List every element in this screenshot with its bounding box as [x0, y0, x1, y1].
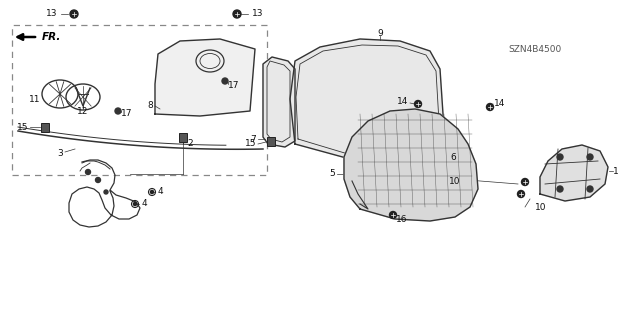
Text: 3: 3	[57, 150, 63, 159]
Circle shape	[522, 179, 529, 186]
Text: 6: 6	[450, 152, 456, 161]
Text: 10: 10	[535, 203, 547, 211]
Circle shape	[115, 108, 121, 114]
Bar	[267, 137, 275, 145]
Text: 5: 5	[329, 169, 335, 179]
Text: 15: 15	[244, 139, 256, 149]
Text: 15: 15	[17, 122, 28, 131]
Text: 17: 17	[228, 80, 239, 90]
Circle shape	[95, 177, 100, 182]
Circle shape	[133, 203, 136, 205]
Circle shape	[104, 190, 108, 194]
Text: 8: 8	[147, 101, 153, 110]
Circle shape	[390, 211, 397, 219]
Polygon shape	[540, 145, 608, 201]
Polygon shape	[155, 39, 255, 116]
Text: 7: 7	[250, 135, 256, 144]
Text: 4: 4	[158, 188, 164, 197]
Circle shape	[222, 78, 228, 84]
Text: 9: 9	[377, 29, 383, 39]
Text: 13: 13	[252, 10, 264, 19]
Bar	[12, 25, 267, 175]
Circle shape	[557, 154, 563, 160]
Text: 14: 14	[494, 100, 506, 108]
Text: 14: 14	[397, 97, 408, 106]
Circle shape	[86, 169, 90, 174]
Circle shape	[486, 103, 493, 110]
Polygon shape	[344, 109, 478, 221]
Text: 12: 12	[77, 107, 89, 115]
Bar	[41, 122, 49, 131]
Text: 4: 4	[142, 199, 148, 209]
Text: 13: 13	[45, 10, 57, 19]
Circle shape	[70, 10, 78, 18]
Text: 16: 16	[396, 214, 408, 224]
Circle shape	[518, 190, 525, 197]
Text: SZN4B4500: SZN4B4500	[508, 44, 562, 54]
Bar	[179, 132, 187, 142]
Text: 2: 2	[187, 139, 193, 149]
Text: 17: 17	[121, 109, 132, 118]
Circle shape	[415, 100, 422, 108]
Text: FR.: FR.	[42, 32, 61, 42]
Text: 11: 11	[29, 95, 40, 105]
Polygon shape	[290, 39, 445, 164]
Text: 1: 1	[613, 167, 619, 175]
Circle shape	[150, 190, 154, 194]
Circle shape	[557, 186, 563, 192]
Circle shape	[233, 10, 241, 18]
Polygon shape	[263, 57, 295, 147]
Text: 10: 10	[449, 177, 460, 187]
Circle shape	[587, 186, 593, 192]
Circle shape	[587, 154, 593, 160]
